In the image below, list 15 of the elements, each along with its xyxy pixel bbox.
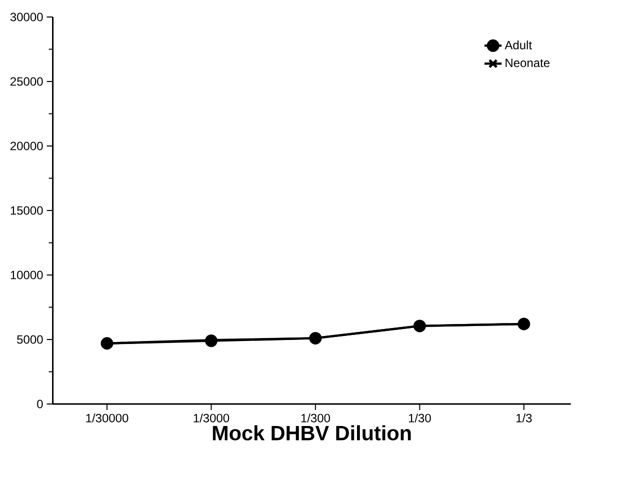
y-tick-label: 20000 [10, 142, 43, 150]
y-tick-label: 10000 [10, 270, 43, 280]
x-tick-label: 1/30000 [86, 414, 128, 422]
y-tick-label: 0 [37, 400, 43, 408]
y-tick-label: 30000 [10, 12, 43, 22]
y-tick-label: 15000 [10, 206, 43, 215]
x-tick-label: 1/300 [301, 414, 330, 422]
x-axis-title: Mock DHBV Dilution [212, 425, 411, 440]
x-tick-label: 1/3000 [194, 414, 230, 422]
x-tick-label: 1/30 [408, 414, 431, 422]
legend-label: Adult [504, 40, 532, 50]
y-tick-label: 25000 [10, 77, 43, 86]
y-tick-label: 5000 [17, 335, 43, 344]
x-tick-label: 1/3 [516, 414, 532, 422]
legend-label: Neonate [506, 58, 550, 68]
